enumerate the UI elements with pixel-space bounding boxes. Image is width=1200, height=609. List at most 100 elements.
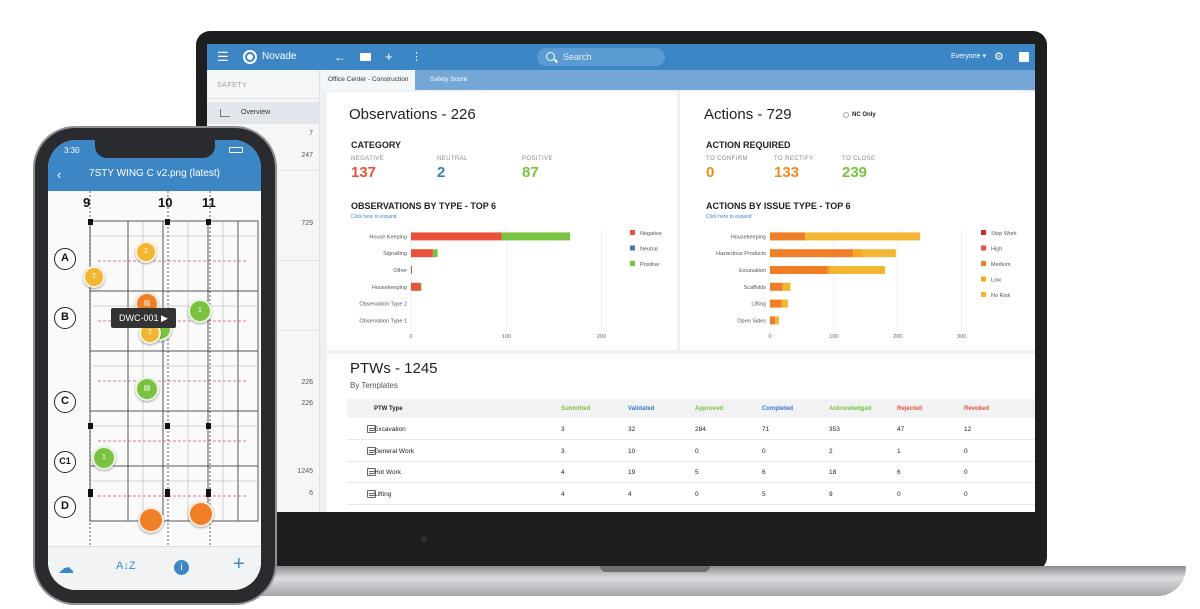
category-value: 2 xyxy=(437,164,446,181)
template-icon xyxy=(367,446,376,455)
ptw-count-cell: 9 xyxy=(829,490,833,498)
phone-screen: 3:30 ‹ 7STY WING C v2.png (latest) xyxy=(48,140,261,590)
ptw-panel: PTWs - 1245 By Templates PTW Type Submitt… xyxy=(327,354,1035,512)
tab-office-center[interactable]: Office Center - Construction xyxy=(321,70,416,90)
actions-chart-heading: ACTIONS BY ISSUE TYPE - TOP 6 xyxy=(706,201,851,211)
bar-chart-icon xyxy=(220,109,230,117)
x-tick-label: 300 xyxy=(957,334,966,340)
ptw-type-cell: Hot Work xyxy=(374,469,401,476)
observation-pin[interactable]: 1 xyxy=(92,446,116,470)
bar xyxy=(770,282,783,291)
cloud-download-icon[interactable]: ☁ xyxy=(58,560,74,577)
bar xyxy=(781,299,788,308)
ptw-count-cell: 0 xyxy=(964,447,968,455)
ptw-column-header[interactable]: Acknowledged xyxy=(829,406,872,412)
ptw-count-cell: 5 xyxy=(695,469,699,476)
sidebar-count: 729 xyxy=(301,220,313,227)
ptw-column-header[interactable]: Completed xyxy=(762,406,794,412)
gear-icon[interactable]: ⚙ xyxy=(994,51,1004,63)
category-value: 137 xyxy=(351,164,377,181)
grid-row-label: C xyxy=(54,391,76,413)
bar xyxy=(775,316,779,325)
ptw-column-header[interactable]: Submitted xyxy=(561,406,591,412)
ptw-column-header[interactable]: PTW Type xyxy=(374,406,403,412)
observations-panel: Observations - 226 CATEGORY NEGATIVE 137… xyxy=(327,92,677,350)
legend-swatch xyxy=(630,261,635,266)
back-chevron-icon[interactable]: ‹ xyxy=(57,167,62,182)
legend-label: Low xyxy=(991,277,1001,283)
more-vert-icon[interactable]: ⋮ xyxy=(411,51,422,63)
plus-icon[interactable]: + xyxy=(233,553,245,575)
ptw-count-cell: 6 xyxy=(762,469,766,476)
observation-pin[interactable]: 2 xyxy=(135,241,157,263)
x-tick-label: 0 xyxy=(768,334,771,340)
ptw-column-header[interactable]: Approved xyxy=(695,406,724,412)
sidebar-letter: K xyxy=(273,426,278,433)
actions-panel: Actions - 729 NC Only ACTION REQUIRED TO… xyxy=(680,92,1035,350)
ptw-table-row[interactable]: Hot Work 4 19 5 6 18 6 0 xyxy=(347,462,1035,483)
sidebar-count: 6 xyxy=(309,490,313,497)
actions-expand-link[interactable]: Click here to expand xyxy=(706,214,752,220)
observation-pin[interactable] xyxy=(138,507,164,533)
ptw-subtitle: By Templates xyxy=(350,381,398,390)
actions-by-issue-type-chart: 0 100 200 300 Housekeeping Hazardous Products… xyxy=(716,228,1017,340)
sort-az-icon[interactable]: A↓Z xyxy=(116,560,136,572)
sidebar-item-overview[interactable]: Overview xyxy=(207,102,320,124)
category-label: Observation Type 2 xyxy=(359,302,407,308)
ptw-column-header[interactable]: Revoked xyxy=(964,406,990,412)
observation-pin[interactable]: 1 xyxy=(188,299,212,323)
user-filter-dropdown[interactable]: Everyone ▾ xyxy=(951,53,987,60)
ptw-column-header[interactable]: Rejected xyxy=(897,406,923,412)
bar xyxy=(770,299,782,308)
brand-name: Novade xyxy=(262,51,297,62)
sidebar-count: 226 xyxy=(301,400,313,407)
ptw-table-row[interactable]: Lifting 4 4 0 5 9 0 0 xyxy=(347,484,1035,505)
floor-plan[interactable]: 9 10 11 A B C C1 D 2 2 ▤ 1 2 ▤ 1 DWC-001… xyxy=(48,191,261,546)
ptw-count-cell: 3 xyxy=(561,447,565,455)
observations-expand-link[interactable]: Click here to expand xyxy=(351,214,397,220)
legend-swatch xyxy=(981,230,986,235)
ptw-count-cell: 19 xyxy=(628,469,636,476)
category-label: NEGATIVE xyxy=(351,156,385,162)
ptw-count-cell: 4 xyxy=(561,490,565,498)
back-arrow-icon[interactable]: ← xyxy=(334,50,346,64)
category-label: NEUTRAL xyxy=(437,156,468,162)
action-stat-value: 0 xyxy=(706,164,715,181)
pin-tooltip[interactable]: DWC-001 ▶ xyxy=(111,308,176,328)
ptw-table-row[interactable]: General Work 3 10 0 0 2 1 0 xyxy=(347,441,1035,462)
tab-safety-score[interactable]: Safety Score xyxy=(430,76,468,83)
ptw-column-header[interactable]: Validated xyxy=(628,406,655,412)
ptw-count-cell: 3 xyxy=(561,426,565,433)
briefcase-icon[interactable] xyxy=(360,53,371,61)
plus-icon[interactable]: + xyxy=(385,49,393,64)
menu-icon[interactable]: ☰ xyxy=(217,49,229,64)
bar xyxy=(420,282,422,291)
bar xyxy=(432,249,438,258)
grid-row-label: A xyxy=(54,248,76,270)
ptw-count-cell: 0 xyxy=(897,490,901,498)
search-placeholder: Search xyxy=(563,52,592,62)
category-label: Housekeeping xyxy=(372,285,407,291)
top-bar: ☰ Novade ← + ⋮ Search Everyone ▾ ⚙ xyxy=(207,44,1035,70)
info-icon[interactable]: i xyxy=(174,560,189,575)
checklist-pin[interactable]: ▤ xyxy=(135,377,159,401)
legend-label: Stop Work xyxy=(991,231,1017,237)
x-tick-label: 100 xyxy=(502,334,511,340)
search-input[interactable]: Search xyxy=(537,48,665,66)
sidebar-count: 226 xyxy=(301,379,313,386)
category-label: POSITIVE xyxy=(522,156,553,162)
grid-row-label: C1 xyxy=(54,451,76,473)
grid-column-label: 10 xyxy=(158,195,173,210)
grid-row-label: B xyxy=(54,307,76,329)
profile-icon[interactable] xyxy=(1019,52,1029,62)
legend-label: High xyxy=(991,246,1002,252)
ptw-title: PTWs - 1245 xyxy=(350,360,438,377)
ptw-table-row[interactable]: Excavation 3 32 284 71 353 47 12 xyxy=(347,419,1035,440)
legend-swatch xyxy=(630,230,635,235)
actions-title: Actions - 729 xyxy=(704,106,792,123)
nc-only-radio[interactable] xyxy=(843,112,849,118)
category-label: Signalling xyxy=(383,251,407,257)
observation-pin[interactable] xyxy=(188,501,214,527)
laptop-camera xyxy=(421,536,427,542)
observation-pin[interactable]: 2 xyxy=(83,266,105,288)
